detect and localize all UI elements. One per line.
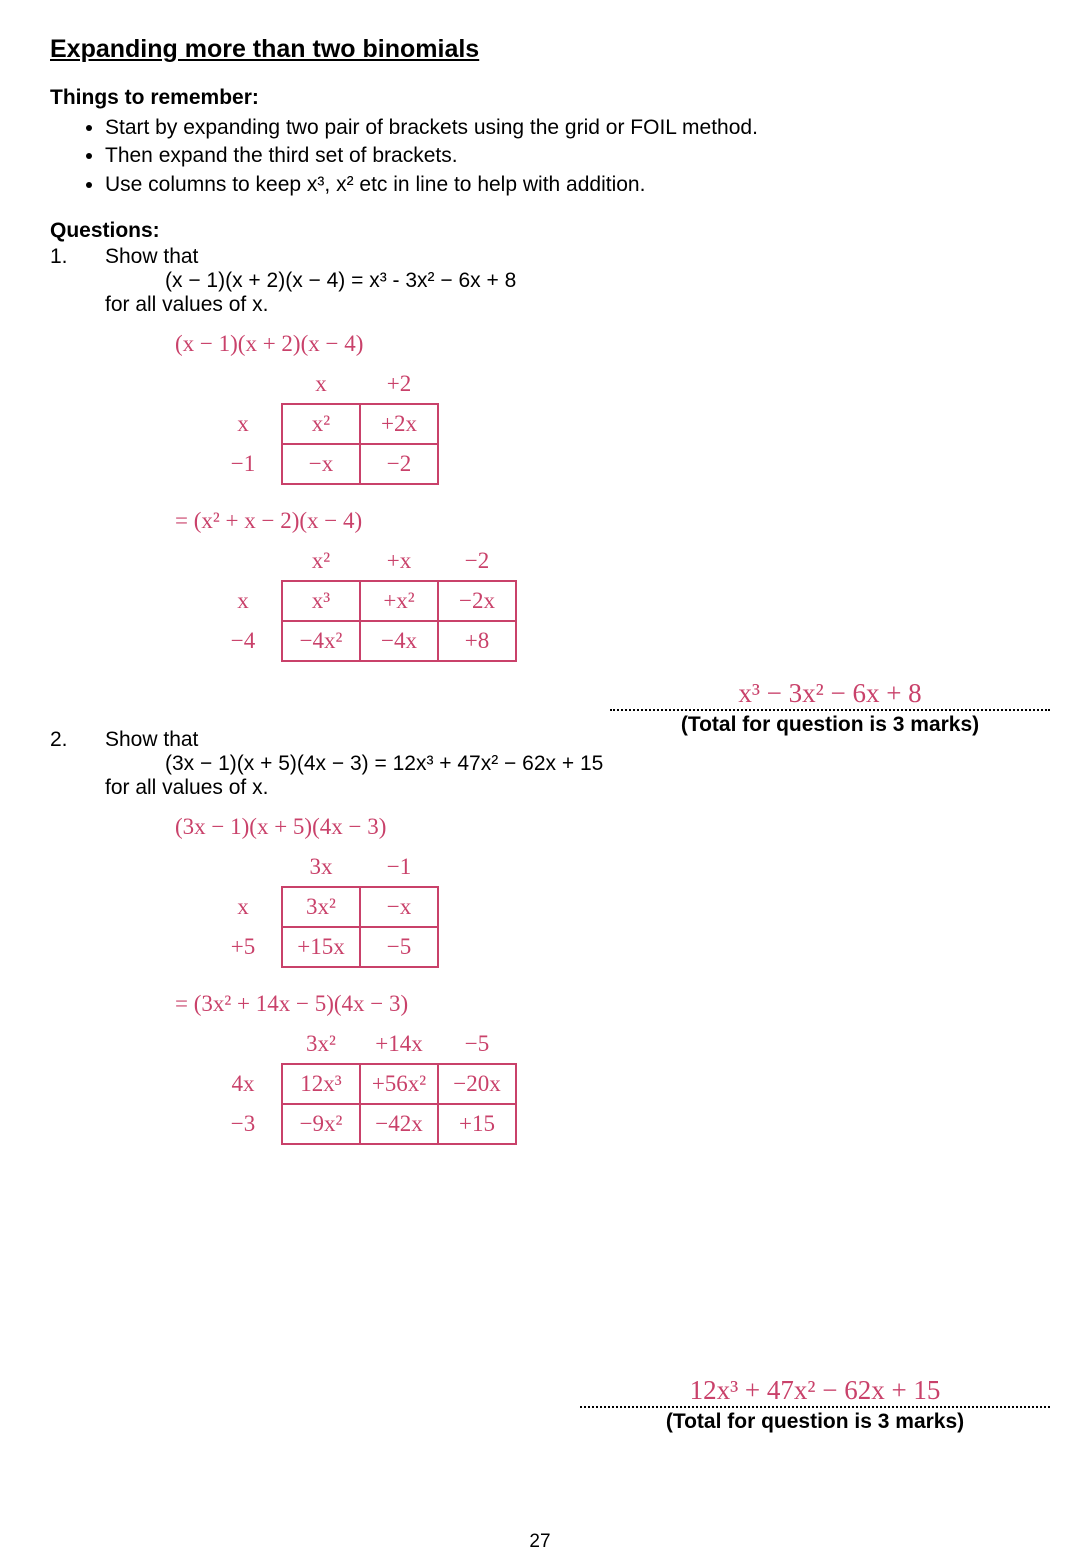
q1-answer-zone: x³ − 3x² − 6x + 8 (Total for question is… [610,678,1050,737]
page-number: 27 [0,1531,1080,1553]
q2-equation: (3x − 1)(x + 5)(4x − 3) = 12x³ + 47x² − … [105,752,1030,776]
q2-marks: (Total for question is 3 marks) [580,1410,1050,1434]
tip-item: Use columns to keep x³, x² etc in line t… [105,171,1030,199]
q1-marks: (Total for question is 3 marks) [610,713,1050,737]
tips-list: Start by expanding two pair of brackets … [50,114,1030,199]
q2-work-line2: = (3x² + 14x − 5)(4x − 3) [175,989,1030,1019]
question-2: 2. Show that (3x − 1)(x + 5)(4x − 3) = 1… [50,728,1030,1161]
q1-work-line1: (x − 1)(x + 2)(x − 4) [175,329,1030,359]
q1-for-all: for all values of x. [105,293,1030,317]
q2-for-all: for all values of x. [105,776,1030,800]
q1-working: (x − 1)(x + 2)(x − 4) x +2 x x² +2x [175,329,1030,678]
q2-answer-zone: 12x³ + 47x² − 62x + 15 (Total for questi… [580,1375,1050,1434]
q1-equation: (x − 1)(x + 2)(x − 4) = x³ - 3x² − 6x + … [105,269,1030,293]
q2-grid2: 3x² +14x −5 4x 12x³ +56x² −20x −3 −9 [205,1025,517,1145]
tip-item: Start by expanding two pair of brackets … [105,114,1030,142]
q1-answer: x³ − 3x² − 6x + 8 [610,678,1050,711]
page-title: Expanding more than two binomials [50,35,1030,64]
tips-heading: Things to remember: [50,86,1030,110]
q2-grid1: 3x −1 x 3x² −x +5 +15x −5 [205,848,439,968]
q2-work-line1: (3x − 1)(x + 5)(4x − 3) [175,812,1030,842]
tip-item: Then expand the third set of brackets. [105,142,1030,170]
q1-grid1: x +2 x x² +2x −1 −x −2 [205,365,439,485]
question-number: 1. [50,245,105,678]
q2-working: (3x − 1)(x + 5)(4x − 3) 3x −1 x 3x² −x [175,812,1030,1161]
questions-heading: Questions: [50,219,1030,243]
question-number: 2. [50,728,105,1161]
q2-answer: 12x³ + 47x² − 62x + 15 [580,1375,1050,1408]
question-1: 1. Show that (x − 1)(x + 2)(x − 4) = x³ … [50,245,1030,678]
q1-grid2: x² +x −2 x x³ +x² −2x −4 −4x² [205,542,517,662]
q1-work-line2: = (x² + x − 2)(x − 4) [175,506,1030,536]
q1-show-that: Show that [105,245,1030,269]
